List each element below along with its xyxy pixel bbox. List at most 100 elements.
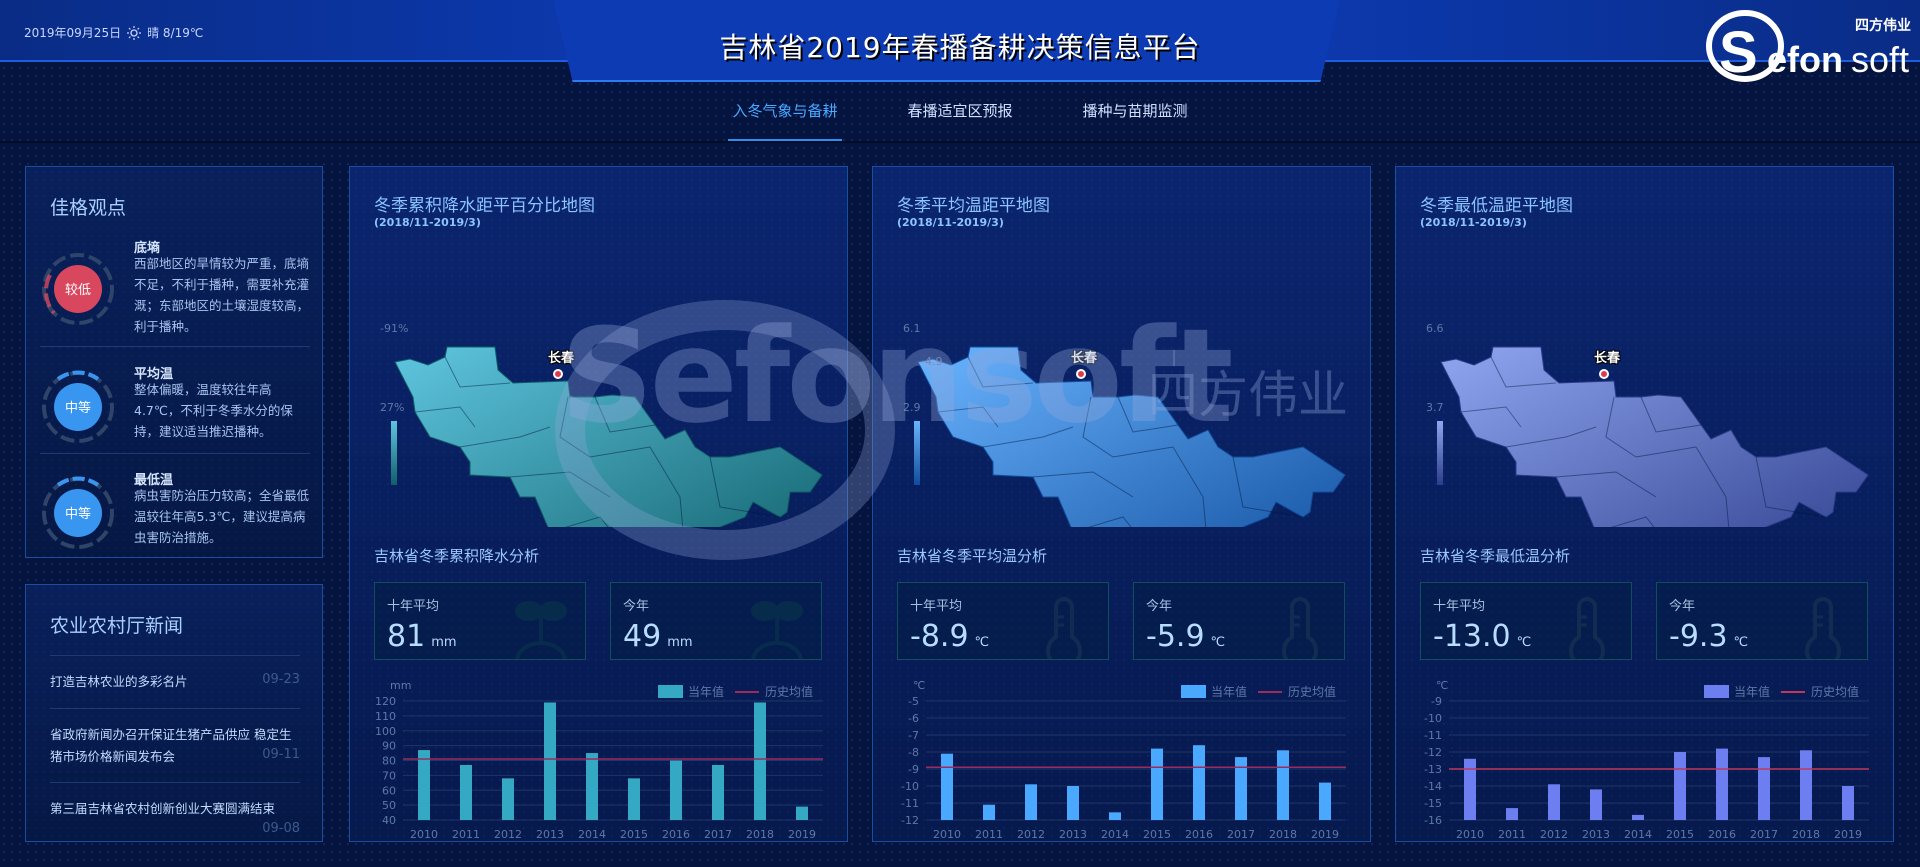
y-tick-label: -7 <box>908 729 919 742</box>
bar-2011[interactable] <box>460 764 472 820</box>
jilin-map[interactable] <box>1396 247 1894 527</box>
bar-2011[interactable] <box>983 804 995 820</box>
stat-unit: ℃ <box>1516 635 1532 650</box>
x-tick-label: 2014 <box>1101 828 1129 841</box>
bar-2014[interactable] <box>1109 812 1121 820</box>
bar-2012[interactable] <box>502 778 514 820</box>
stat-unit: mm <box>431 635 457 650</box>
legend-label[interactable]: 历史均值 <box>765 684 813 699</box>
bar-2016[interactable] <box>1193 745 1205 820</box>
bar-2017[interactable] <box>1235 757 1247 820</box>
legend-max: 6.6 <box>1426 322 1444 335</box>
y-tick-label: 100 <box>375 725 396 738</box>
county-borders <box>937 356 1304 527</box>
city-marker[interactable] <box>1076 369 1086 379</box>
legend-label[interactable]: 当年值 <box>1734 684 1770 699</box>
bar-2017[interactable] <box>1758 757 1770 820</box>
x-tick-label: 2017 <box>704 828 732 841</box>
bar-2010[interactable] <box>941 753 953 820</box>
y-tick-label: 90 <box>382 740 396 753</box>
jilin-map[interactable] <box>350 247 848 527</box>
legend-gradient-bar[interactable] <box>914 421 920 485</box>
province-shape[interactable] <box>917 346 1346 527</box>
legend-label[interactable]: 当年值 <box>1211 684 1247 699</box>
tab-spring-forecast[interactable]: 春播适宜区预报 <box>907 102 1013 120</box>
bar-2016[interactable] <box>1716 748 1728 820</box>
bar-2010[interactable] <box>418 750 430 820</box>
bar-2015[interactable] <box>628 778 640 820</box>
stat-label: 十年平均 <box>387 599 440 614</box>
divider <box>40 453 310 454</box>
x-tick-label: 2010 <box>1456 828 1484 841</box>
bar-2014[interactable] <box>586 753 598 820</box>
opinion-heading: 最低温 <box>134 473 174 488</box>
analysis-title: 吉林省冬季平均温分析 <box>897 547 1048 565</box>
gauge-medium: 中等 <box>42 370 114 443</box>
legend-label[interactable]: 当年值 <box>688 684 724 699</box>
bar-chart: ℃ 当年值 历史均值 -12 -11 -10 -9 -8 -7 -6 -5 2010 2011 2012 2… <box>901 679 1346 841</box>
legend-swatch-bar[interactable] <box>658 685 683 698</box>
x-tick-label: 2016 <box>1708 828 1736 841</box>
stat-unit: ℃ <box>974 635 990 650</box>
opinion-heading: 平均温 <box>134 367 174 382</box>
y-tick-label: -9 <box>908 763 919 776</box>
legend-label[interactable]: 历史均值 <box>1288 684 1336 699</box>
legend-swatch-bar[interactable] <box>1181 685 1206 698</box>
map-title: 冬季平均温距平地图 <box>897 196 1050 216</box>
map-period: (2018/11-2019/3) <box>1420 216 1527 229</box>
legend-swatch-bar[interactable] <box>1704 685 1729 698</box>
tab-winter-weather[interactable]: 入冬气象与备耕 <box>728 100 842 142</box>
stat-value: -13.0 ℃ <box>1433 619 1531 654</box>
legend-gradient-bar[interactable] <box>1437 421 1443 485</box>
legend-gradient-bar[interactable] <box>391 421 397 485</box>
y-tick-label: -15 <box>1424 797 1442 810</box>
bar-2010[interactable] <box>1464 758 1476 820</box>
sun-icon <box>127 25 142 40</box>
bar-2012[interactable] <box>1548 784 1560 820</box>
x-tick-label: 2013 <box>536 828 564 841</box>
news-item[interactable]: 第三届吉林省农村创新创业大赛圆满结束 <box>50 801 276 816</box>
x-tick-label: 2015 <box>1666 828 1694 841</box>
y-tick-label: -9 <box>1431 695 1442 708</box>
bar-2018[interactable] <box>1277 750 1289 820</box>
bar-2017[interactable] <box>712 764 724 820</box>
bar-2013[interactable] <box>1590 789 1602 820</box>
news-item[interactable]: 打造吉林农业的多彩名片 <box>50 674 188 689</box>
stat-value: -9.3 ℃ <box>1669 619 1748 654</box>
x-tick-label: 2012 <box>1540 828 1568 841</box>
legend-min: 2.9 <box>903 401 921 414</box>
bar-2015[interactable] <box>1151 748 1163 820</box>
bar-2016[interactable] <box>670 760 682 821</box>
jilin-map[interactable] <box>873 247 1371 527</box>
bar-2018[interactable] <box>754 702 766 820</box>
bar-2015[interactable] <box>1674 752 1686 820</box>
bar-2011[interactable] <box>1506 808 1518 820</box>
stat-label: 今年 <box>623 599 650 614</box>
analysis-title: 吉林省冬季最低温分析 <box>1420 547 1571 565</box>
legend-label[interactable]: 历史均值 <box>1811 684 1859 699</box>
county-borders <box>414 356 781 527</box>
sprout-icon <box>515 601 567 659</box>
bar-2012[interactable] <box>1025 784 1037 820</box>
divider <box>50 655 300 656</box>
bar-2013[interactable] <box>544 702 556 820</box>
province-shape[interactable] <box>1440 346 1869 527</box>
x-tick-label: 2015 <box>1143 828 1171 841</box>
province-shape[interactable] <box>394 346 823 527</box>
bar-2019[interactable] <box>1319 782 1331 820</box>
gauge-level-text: 较低 <box>65 283 91 298</box>
news-title: 农业农村厅新闻 <box>50 615 184 637</box>
bar-2013[interactable] <box>1067 786 1079 820</box>
city-marker[interactable] <box>553 369 563 379</box>
x-tick-label: 2015 <box>620 828 648 841</box>
bar-2019[interactable] <box>796 806 808 820</box>
city-marker[interactable] <box>1599 369 1609 379</box>
bar-2019[interactable] <box>1842 786 1854 820</box>
stat-number: -5.9 <box>1146 619 1205 654</box>
y-tick-label: -10 <box>901 780 919 793</box>
tab-sowing-monitoring[interactable]: 播种与苗期监测 <box>1082 102 1188 120</box>
bar-2014[interactable] <box>1632 814 1644 820</box>
bar-2018[interactable] <box>1800 750 1812 820</box>
divider <box>50 782 300 783</box>
news-item[interactable]: 省政府新闻办召开保证生猪产品供应 稳定生猪市场价格新闻发布会 <box>50 727 292 764</box>
